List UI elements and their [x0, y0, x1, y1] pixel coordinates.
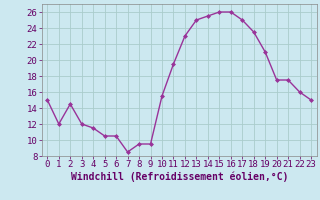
X-axis label: Windchill (Refroidissement éolien,°C): Windchill (Refroidissement éolien,°C) [70, 172, 288, 182]
